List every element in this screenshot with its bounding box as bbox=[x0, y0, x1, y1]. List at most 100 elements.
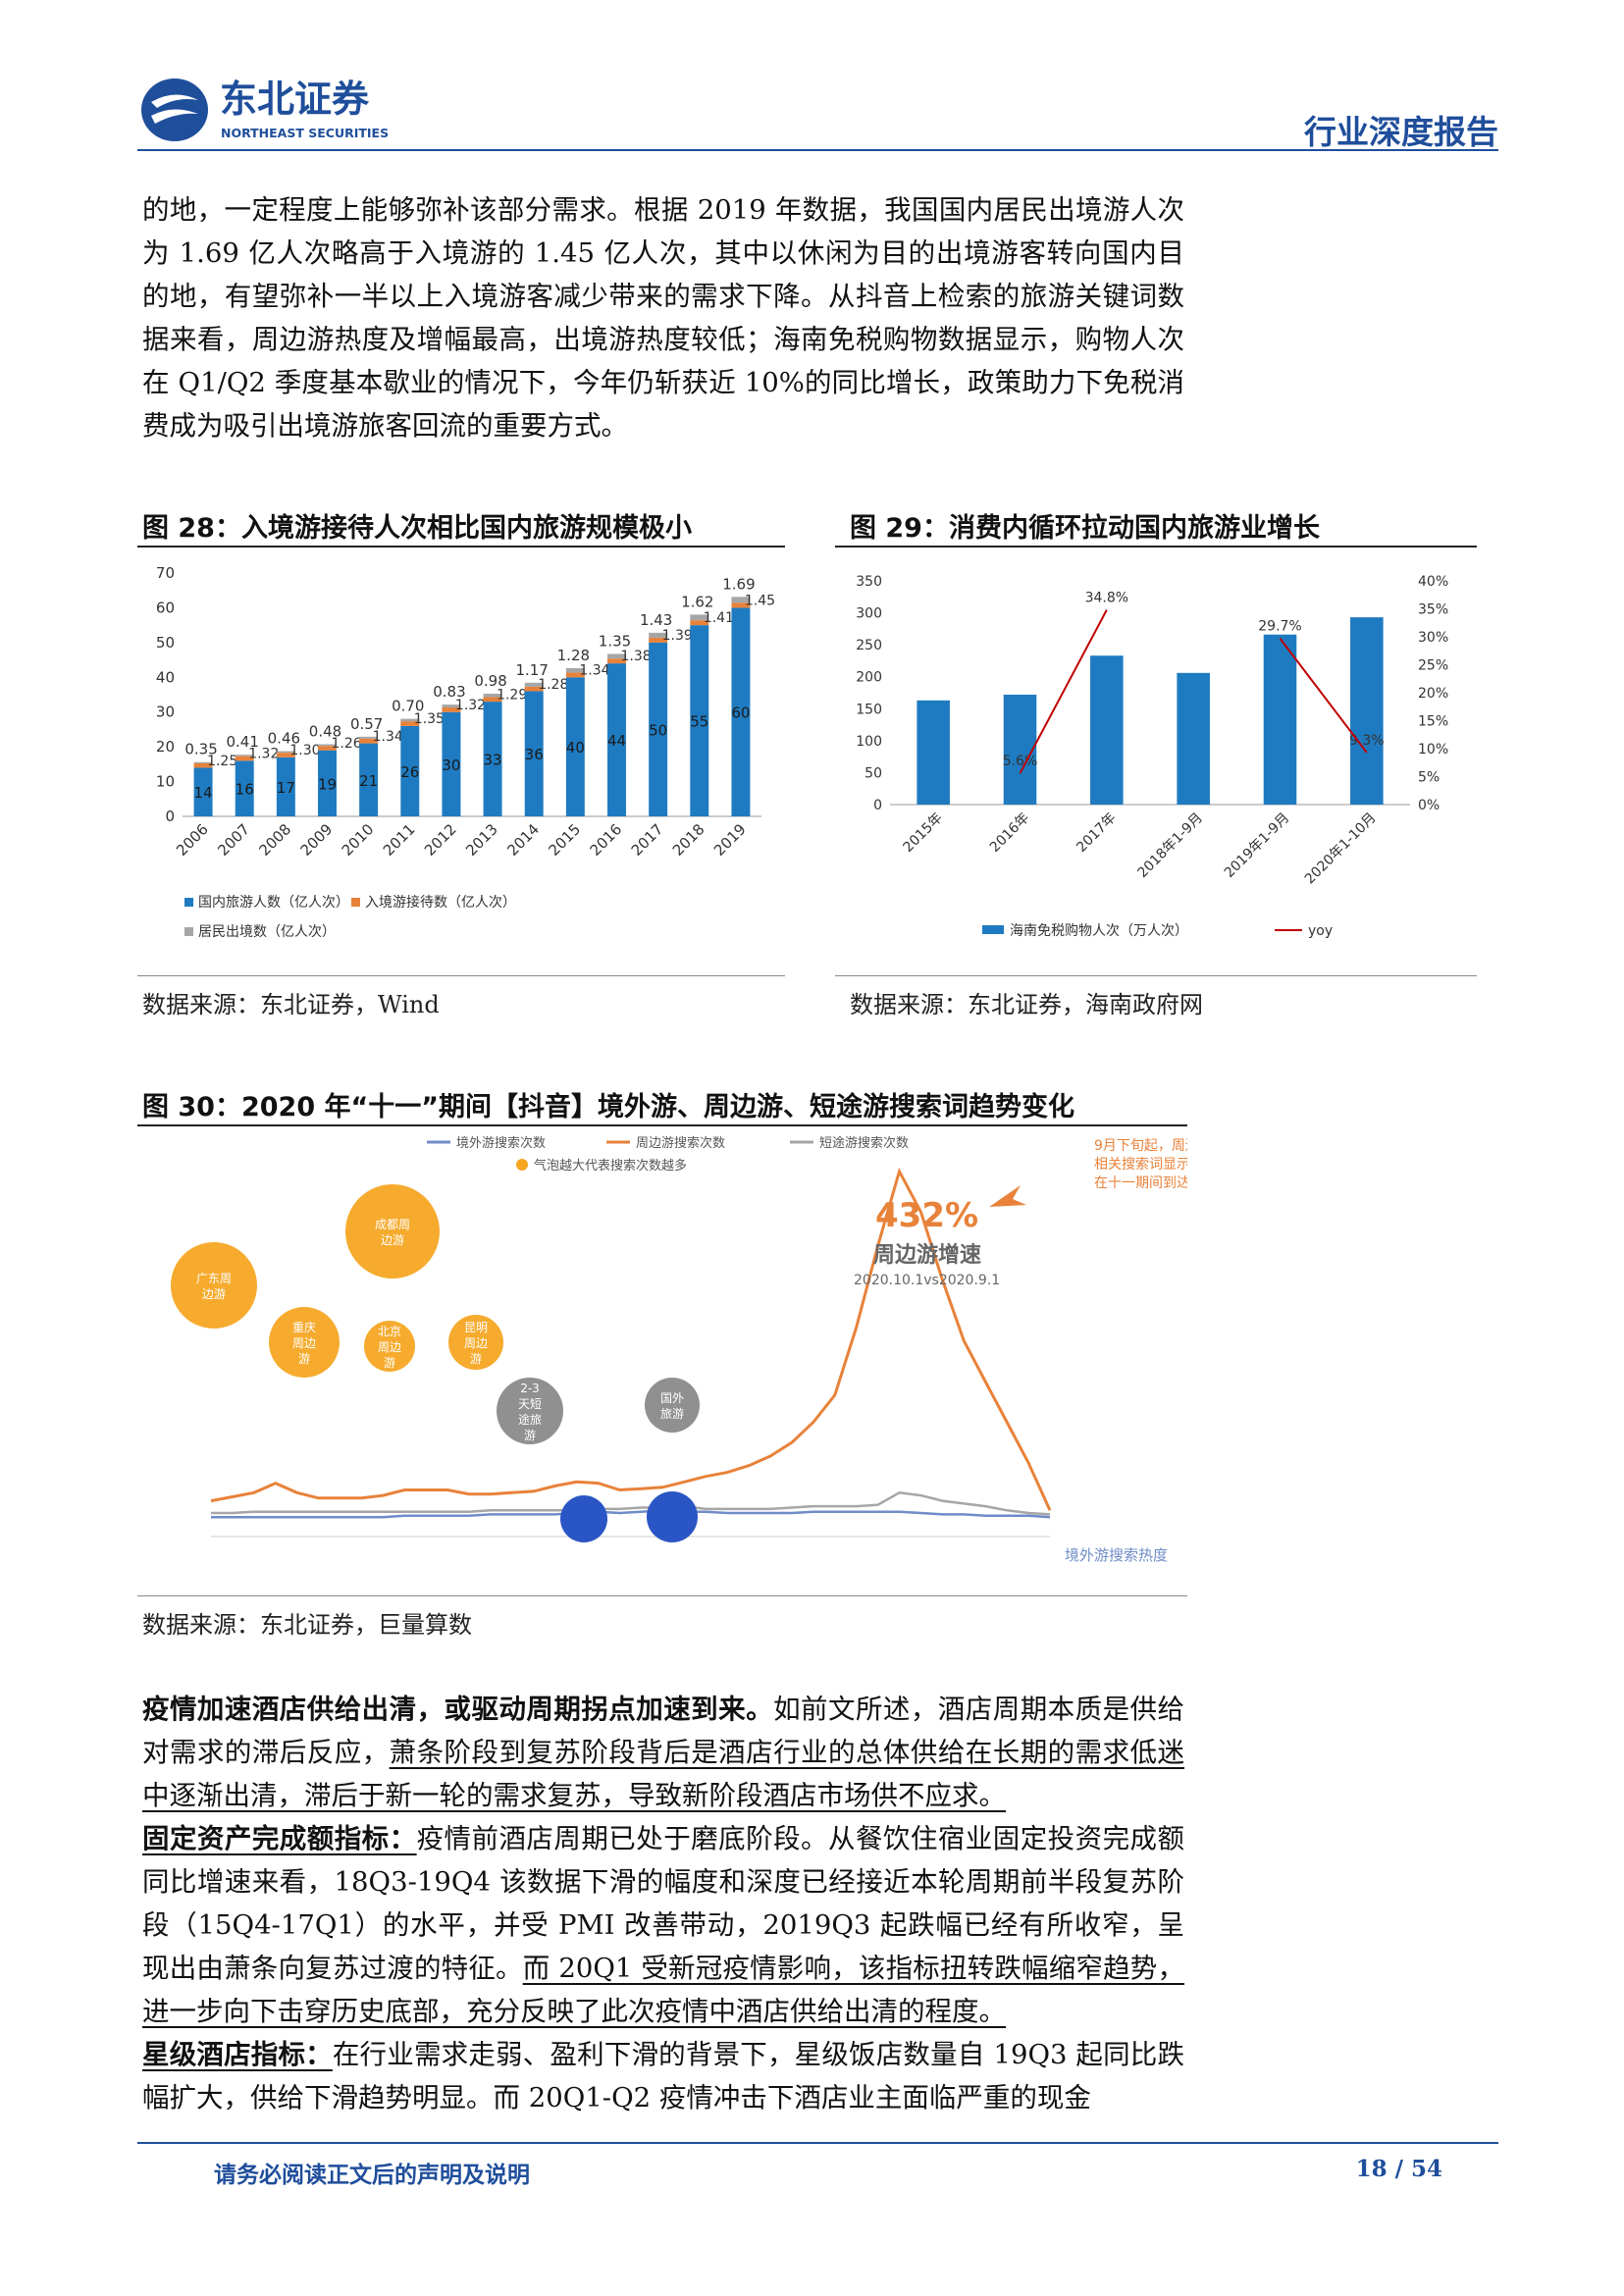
fig30-bubble-label: 2-3 bbox=[520, 1382, 540, 1395]
fig28-outbound-label: 0.98 bbox=[474, 672, 506, 690]
fig28-ytick: 10 bbox=[156, 773, 175, 791]
fig28-bar-inbound bbox=[400, 721, 420, 726]
fig28-outbound-label: 1.17 bbox=[516, 661, 549, 679]
fig28-outbound-label: 0.35 bbox=[184, 741, 217, 758]
fig30-bubble-label: 北京 bbox=[378, 1325, 401, 1338]
fig29-y2tick: 0% bbox=[1418, 798, 1440, 813]
fig29-y2tick: 10% bbox=[1418, 742, 1448, 757]
fig29-y2tick: 20% bbox=[1418, 686, 1448, 702]
fig28-domestic-label: 17 bbox=[277, 779, 295, 797]
fig30-bubble bbox=[345, 1184, 440, 1278]
p2-lead: 固定资产完成额指标： bbox=[142, 1823, 417, 1854]
fig28-outbound-label: 1.62 bbox=[681, 593, 713, 610]
footer-divider bbox=[137, 2142, 1498, 2144]
fig28-domestic-label: 30 bbox=[442, 757, 460, 774]
fig28-xtick: 2013 bbox=[462, 820, 501, 860]
fig30-chart: 境外游搜索次数 周边游搜索次数 短途游搜索次数气泡越大代表搜索次数越多成都周边游广东… bbox=[171, 1135, 1187, 1564]
fig28-domestic-label: 26 bbox=[400, 763, 419, 781]
fig28-bar-outbound bbox=[649, 632, 668, 638]
fig28-chart: 010203040506070141.250.352006161.320.412… bbox=[156, 564, 775, 940]
fig28-inbound-label: 1.41 bbox=[704, 610, 734, 626]
p1-underlined: 萧条阶段到复苏阶段背后是酒店行业的总体供给在长期的需求低迷中逐渐出清，滞后于新一… bbox=[142, 1737, 1185, 1811]
fig28-xtick: 2006 bbox=[173, 820, 212, 860]
fig29-y2tick: 15% bbox=[1418, 714, 1448, 730]
fig28-inbound-label: 1.32 bbox=[455, 698, 486, 713]
fig29-y2tick: 35% bbox=[1418, 602, 1448, 618]
fig28-title: 图 28：入境游接待人次相比国内旅游规模极小 bbox=[142, 513, 692, 544]
fig30-growth-value: 432% bbox=[875, 1196, 978, 1235]
fig30-growth-period: 2020.10.1vs2020.9.1 bbox=[854, 1273, 1000, 1288]
fig30-bubble bbox=[171, 1242, 257, 1329]
fig28-inbound-label: 1.34 bbox=[579, 663, 609, 679]
fig29-bar bbox=[917, 700, 950, 805]
fig29-y2tick: 25% bbox=[1418, 658, 1448, 674]
fig30-source: 数据来源：东北证券，巨量算数 bbox=[142, 1611, 472, 1639]
fig30-callout-line: 9月下旬起，周边游、短途游 bbox=[1094, 1137, 1187, 1154]
fig28-inbound-label: 1.35 bbox=[414, 711, 445, 727]
fig28-ytick: 60 bbox=[156, 599, 175, 616]
fig30-legend-label: 短途游搜索次数 bbox=[819, 1135, 909, 1151]
fig29-ytick: 0 bbox=[873, 798, 882, 813]
fig29-ytick: 200 bbox=[856, 670, 882, 686]
fig30-callout-line: 相关搜索词显示出增长趋势， bbox=[1094, 1156, 1187, 1173]
fig29-yoy-label: 9.3% bbox=[1349, 733, 1385, 749]
brand-logo: 东北证券 NORTHEAST SECURITIES bbox=[137, 71, 461, 149]
fig28-bar-outbound bbox=[483, 694, 502, 698]
fig28-bar-domestic bbox=[731, 607, 751, 816]
report-type: 行业深度报告 bbox=[1304, 113, 1498, 151]
fig30-bubble-label: 游 bbox=[298, 1352, 310, 1366]
fig30-bubble-blue bbox=[647, 1491, 698, 1542]
fig28-xtick: 2009 bbox=[297, 820, 337, 860]
fig28-bar-domestic bbox=[400, 725, 420, 816]
p2-text: 疫情前酒店周期已处于磨底阶段。从餐饮住宿业固定投资完成额同比增速来看，18Q3-… bbox=[142, 1823, 1184, 1984]
fig30-bubble bbox=[645, 1378, 700, 1433]
fig30-bubble-label: 途旅 bbox=[518, 1412, 542, 1427]
fig28-bar-domestic bbox=[359, 743, 379, 816]
fig30-callout-line: 在十一期间到达最高热度 bbox=[1094, 1174, 1187, 1191]
fig29-title-rule bbox=[835, 546, 1477, 548]
fig28-domestic-label: 16 bbox=[236, 781, 254, 799]
fig30-bubble-label: 边游 bbox=[202, 1287, 226, 1301]
fig28-xtick: 2014 bbox=[503, 820, 543, 860]
fig28-bar-outbound bbox=[235, 755, 254, 757]
fig28-legend-swatch bbox=[184, 927, 193, 936]
fig30-bubble bbox=[364, 1321, 415, 1372]
fig28-bar-inbound bbox=[731, 602, 751, 608]
fig30-bubble-label: 天短 bbox=[518, 1397, 542, 1411]
fig28-inbound-label: 1.39 bbox=[662, 628, 693, 644]
fig28-ytick: 50 bbox=[156, 634, 175, 652]
fig28-bar-outbound bbox=[690, 614, 709, 621]
fig28-bar-inbound bbox=[442, 707, 461, 712]
fig28-bar-domestic bbox=[235, 760, 254, 816]
fig29-bar bbox=[1350, 617, 1384, 805]
fig28-bar-inbound bbox=[565, 672, 585, 678]
fig29-y2tick: 5% bbox=[1418, 770, 1440, 786]
fig28-ytick: 20 bbox=[156, 738, 175, 756]
fig28-domestic-label: 36 bbox=[525, 746, 544, 763]
logo-mark-icon: 东北证券 NORTHEAST SECURITIES bbox=[141, 78, 389, 141]
fig28-bar-inbound bbox=[318, 746, 337, 751]
p3-text: 在行业需求走弱、盈利下滑的背景下，星级饭店数量自 19Q3 起同比跌幅扩大，供给… bbox=[142, 2039, 1185, 2113]
fig28-legend-label: 国内旅游人数（亿人次） bbox=[198, 895, 349, 911]
fig28-legend-label: 居民出境数（亿人次） bbox=[198, 924, 336, 940]
fig28-domestic-label: 50 bbox=[649, 721, 667, 739]
section-paragraph-2: 固定资产完成额指标：疫情前酒店周期已处于磨底阶段。从餐饮住宿业固定投资完成额同比… bbox=[142, 1817, 1184, 2033]
fig28-ytick: 70 bbox=[156, 564, 175, 582]
fig29-ytick: 350 bbox=[856, 574, 882, 590]
intro-paragraph: 的地，一定程度上能够弥补该部分需求。根据 2019 年数据，我国国内居民出境游人… bbox=[142, 194, 1184, 442]
fig28-inbound-label: 1.38 bbox=[621, 649, 652, 664]
fig30-bubble-note: 气泡越大代表搜索次数越多 bbox=[534, 1158, 687, 1174]
fig29-bar bbox=[1090, 655, 1124, 805]
fig28-bar-outbound bbox=[400, 718, 420, 722]
brand-cn: 东北证券 bbox=[220, 78, 370, 121]
fig29-source: 数据来源：东北证券，海南政府网 bbox=[850, 991, 1203, 1018]
p1-lead: 疫情加速酒店供给出清，或驱动周期拐点加速到来。 bbox=[142, 1694, 774, 1725]
fig30-bubble-blue bbox=[560, 1495, 607, 1542]
fig28-outbound-label: 0.41 bbox=[227, 733, 259, 751]
fig29-yoy-line bbox=[1279, 638, 1368, 754]
p2-underlined: 而 20Q1 受新冠疫情影响，该指标扭转跌幅缩窄趋势，进一步向下击穿历史底部，充… bbox=[142, 1953, 1185, 2027]
fig29-ytick: 150 bbox=[856, 702, 882, 717]
fig28-inbound-label: 1.32 bbox=[248, 747, 279, 762]
fig28-bar-inbound bbox=[483, 697, 502, 703]
fig29-legend-label: 海南免税购物人次（万人次） bbox=[1010, 923, 1188, 939]
